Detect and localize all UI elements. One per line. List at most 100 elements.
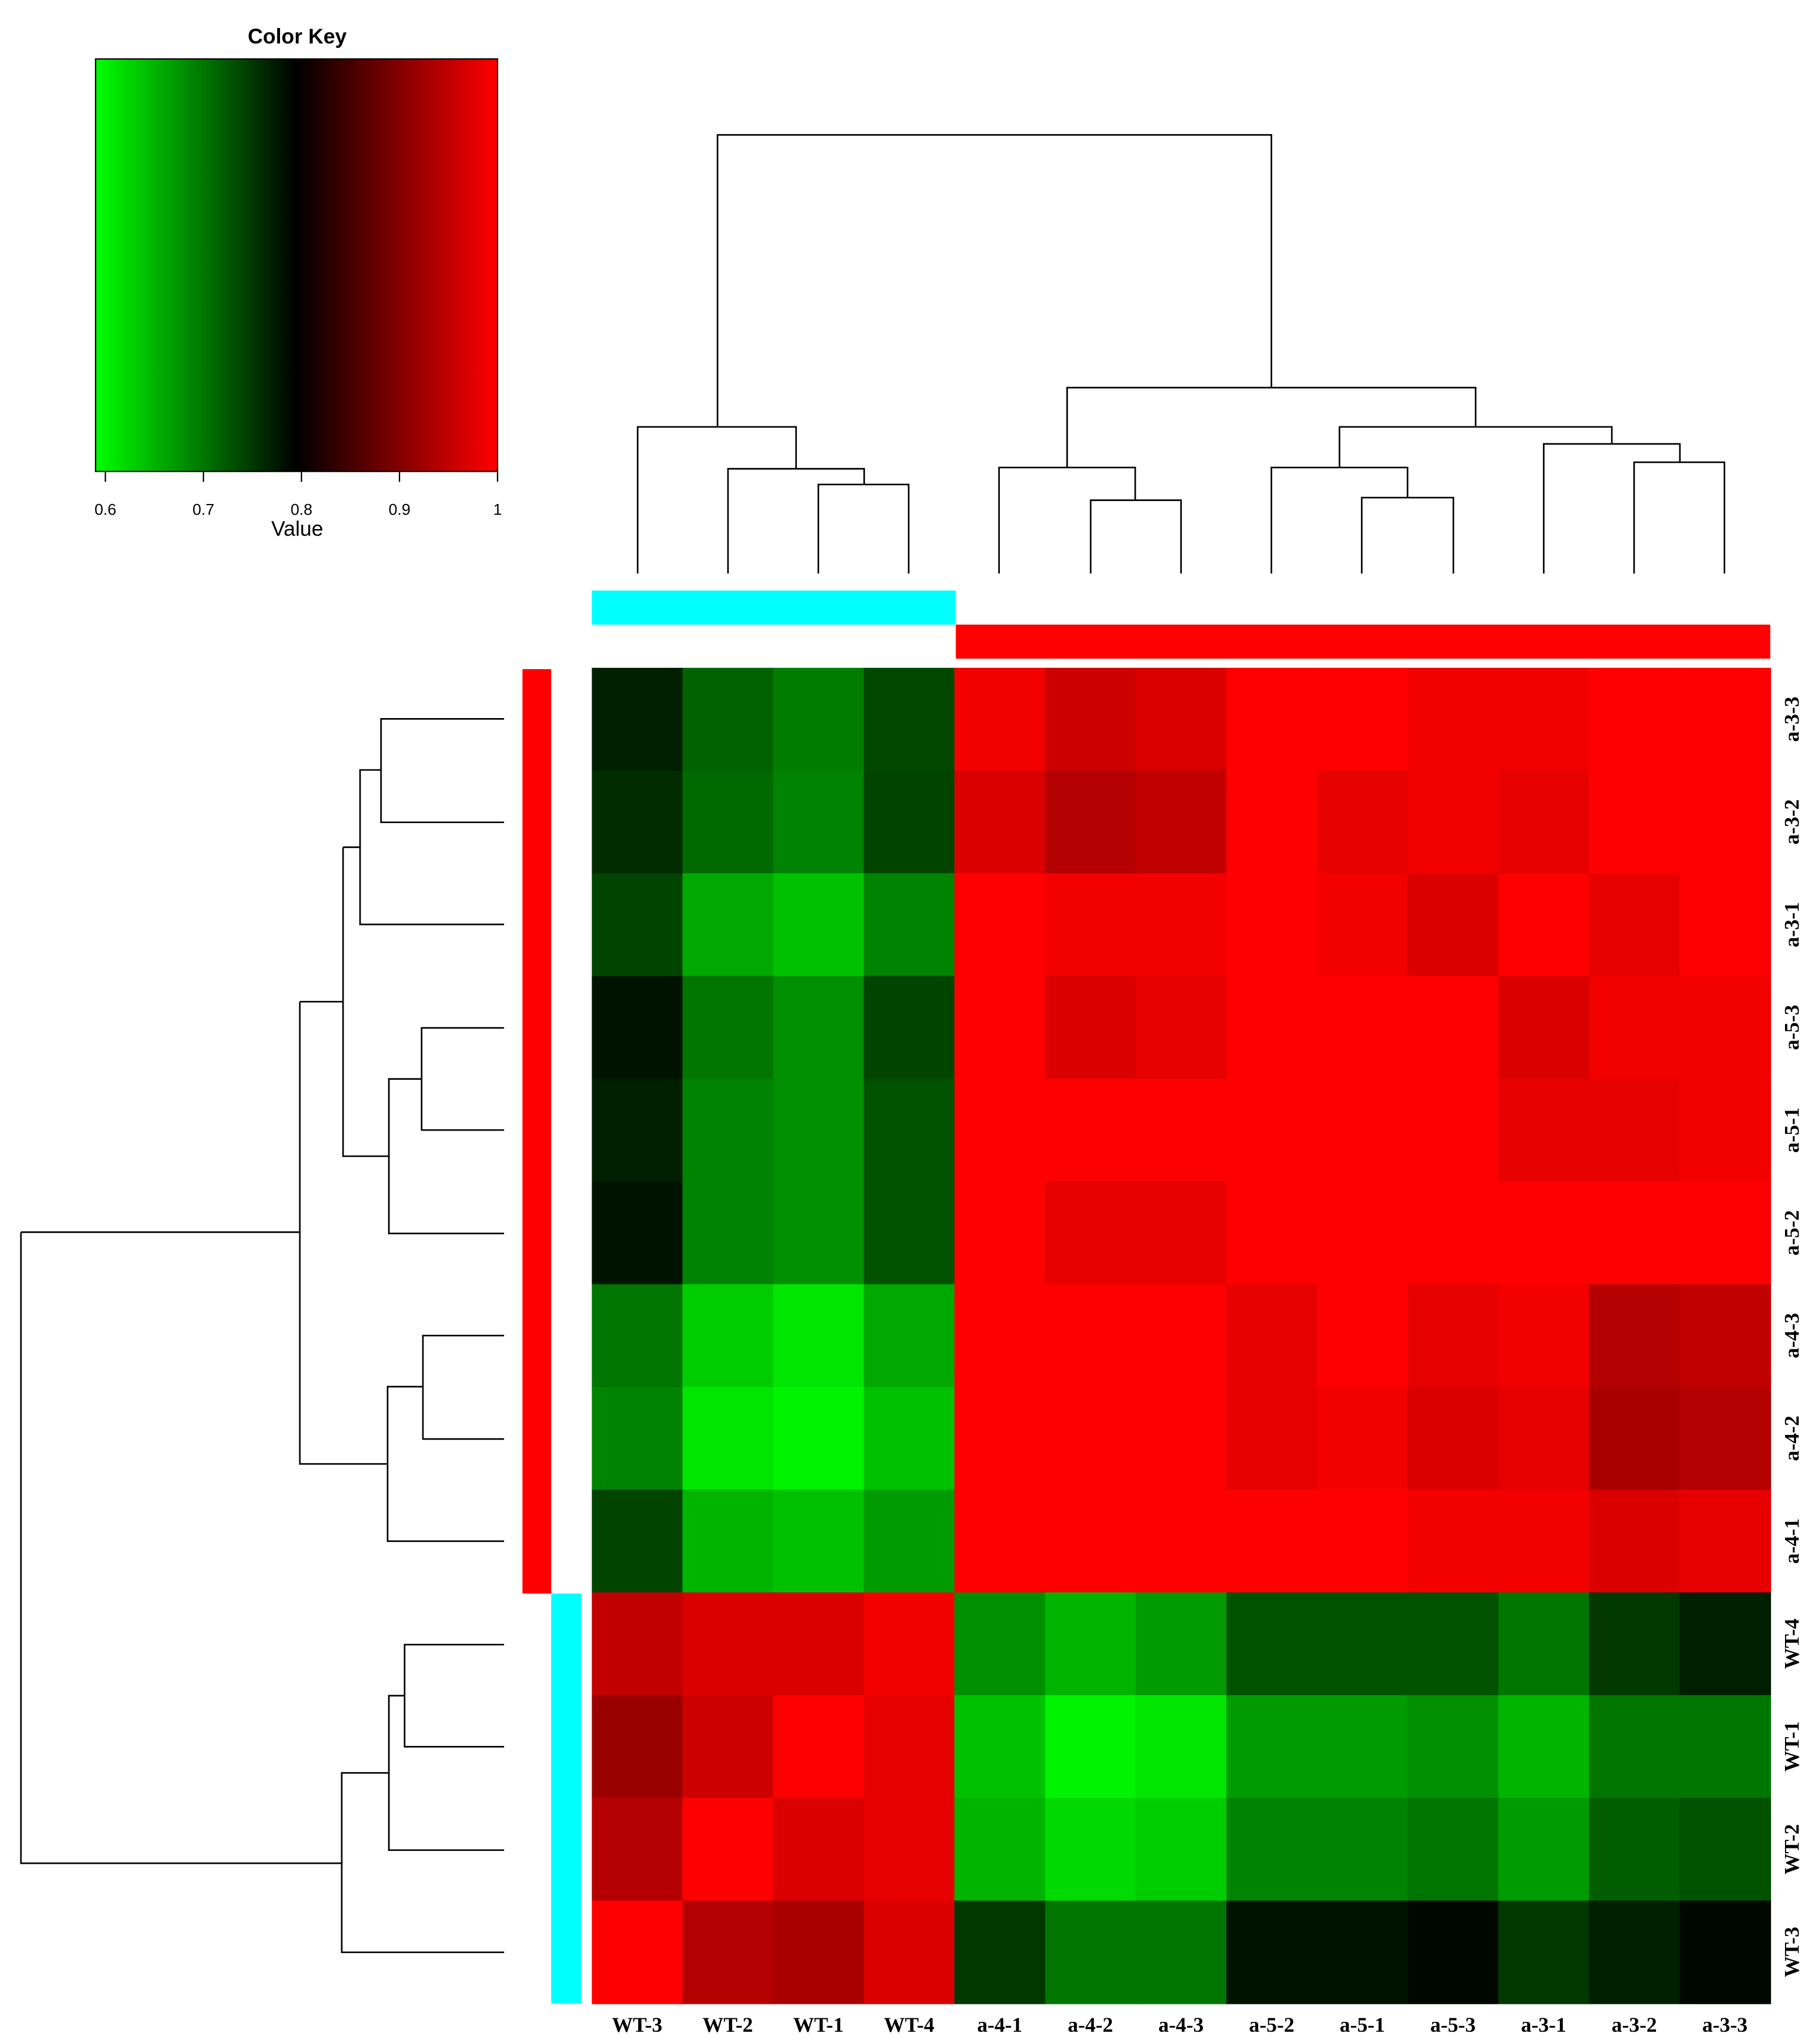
heatmap-cell	[1226, 1695, 1318, 1799]
heatmap-cell	[1588, 1592, 1681, 1696]
row-label: a-4-1	[1780, 1518, 1803, 1564]
heatmap-cell	[863, 1901, 956, 2004]
heatmap-cell	[773, 1181, 865, 1285]
heatmap-cell	[1317, 1489, 1409, 1594]
heatmap-cell	[1045, 667, 1137, 772]
heatmap-cell	[1679, 1592, 1772, 1696]
heatmap-cell	[1135, 667, 1227, 772]
heatmap-cell	[1045, 770, 1137, 874]
column-label: a-5-3	[1430, 2013, 1476, 2036]
heatmap-cell	[1317, 976, 1409, 1080]
heatmap-cell	[1045, 1284, 1137, 1388]
row-label: a-3-3	[1780, 696, 1803, 742]
heatmap-cell	[773, 1901, 865, 2004]
row-label: a-4-2	[1780, 1416, 1803, 1461]
heatmap-cell	[954, 1695, 1046, 1799]
heatmap-cell	[954, 976, 1046, 1080]
heatmap-cell	[682, 770, 774, 874]
heatmap-cell	[1135, 1181, 1227, 1285]
heatmap-cell	[592, 1592, 684, 1696]
column-label: a-4-1	[977, 2013, 1023, 2036]
heatmap-cell	[1679, 873, 1772, 977]
heatmap-cell	[954, 1181, 1046, 1285]
heatmap-cell	[1498, 873, 1590, 977]
heatmap-cell	[1135, 770, 1227, 874]
heatmap-cell	[1135, 1284, 1227, 1388]
key-tick-label: 1	[493, 501, 502, 519]
heatmap-cell	[1135, 1387, 1227, 1491]
row-label: a-3-2	[1780, 799, 1803, 845]
column-label: a-3-2	[1612, 2013, 1657, 2036]
heatmap-cell	[1317, 873, 1409, 977]
heatmap-cell	[1045, 1489, 1137, 1594]
heatmap-cell	[1498, 1592, 1590, 1696]
heatmap-cell	[1498, 1798, 1590, 1902]
heatmap-cell	[1226, 873, 1318, 977]
heatmap-cell	[863, 976, 956, 1080]
row-label: a-4-3	[1780, 1313, 1803, 1359]
heatmap-cell	[773, 1079, 865, 1182]
row-label: WT-1	[1780, 1721, 1803, 1772]
heatmap-cell	[1317, 1901, 1409, 2004]
heatmap-cell	[1679, 976, 1772, 1080]
heatmap-cell	[773, 976, 865, 1080]
heatmap-cell	[1408, 873, 1499, 977]
row-label: a-3-1	[1780, 902, 1803, 947]
heatmap-cell	[1317, 1181, 1409, 1285]
row-group-bar	[522, 669, 551, 1594]
heatmap-cell	[1135, 1901, 1227, 2004]
heatmap-cell	[592, 1387, 684, 1491]
heatmap-cell	[773, 1592, 865, 1696]
heatmap-cell	[592, 1079, 684, 1182]
heatmap-cell	[1135, 976, 1227, 1080]
heatmap-cell	[1408, 1284, 1499, 1388]
heatmap-cell	[1679, 1695, 1772, 1799]
heatmap-cell	[1135, 1079, 1227, 1182]
heatmap-cell	[863, 1387, 956, 1491]
heatmap-cell	[1679, 1181, 1772, 1285]
heatmap-cell	[1317, 1387, 1409, 1491]
heatmap-cell	[1135, 1489, 1227, 1594]
heatmap-cell	[1408, 1079, 1499, 1182]
heatmap-cell	[954, 1798, 1046, 1902]
heatmap-cell	[954, 1901, 1046, 2004]
heatmap-cell	[1135, 1592, 1227, 1696]
heatmap-cell	[773, 1489, 865, 1594]
row-dendrogram	[20, 718, 505, 1954]
heatmap-cell	[1135, 1798, 1227, 1902]
heatmap-cell	[954, 1489, 1046, 1594]
heatmap-cell	[1045, 1181, 1137, 1285]
heatmap-cell	[592, 1901, 684, 2004]
heatmap-cell	[1408, 1489, 1499, 1594]
heatmap-cell	[682, 1592, 774, 1696]
heatmap-cell	[1045, 1079, 1137, 1182]
heatmap-cell	[863, 770, 956, 874]
heatmap-cell	[592, 976, 684, 1080]
heatmap-cell	[1498, 976, 1590, 1080]
heatmap-cell	[863, 1489, 956, 1594]
heatmap-cell	[1498, 1181, 1590, 1285]
heatmap-cell	[1408, 1798, 1499, 1902]
heatmap-cell	[1226, 1489, 1318, 1594]
heatmap-cell	[863, 1592, 956, 1696]
column-label: WT-4	[884, 2013, 935, 2036]
heatmap-cell	[1679, 1387, 1772, 1491]
heatmap-cell	[1135, 873, 1227, 977]
heatmap-cell	[1408, 770, 1499, 874]
heatmap-cell	[1226, 770, 1318, 874]
heatmap-cell	[1588, 976, 1681, 1080]
heatmap-cell	[682, 667, 774, 772]
row-label: a-5-3	[1780, 1005, 1803, 1050]
key-tick-label: 0.6	[94, 501, 116, 519]
column-label: a-3-1	[1521, 2013, 1566, 2036]
heatmap-cell	[682, 1489, 774, 1594]
row-group-bar	[551, 1593, 582, 2004]
heatmap-cell	[1045, 1592, 1137, 1696]
heatmap-cell	[773, 770, 865, 874]
heatmap-cell	[682, 1798, 774, 1902]
heatmap-cell	[954, 770, 1046, 874]
heatmap-cell	[1045, 1798, 1137, 1902]
heatmap-cell	[1588, 1284, 1681, 1388]
heatmap-cell	[1226, 1181, 1318, 1285]
heatmap-cell	[592, 1181, 684, 1285]
